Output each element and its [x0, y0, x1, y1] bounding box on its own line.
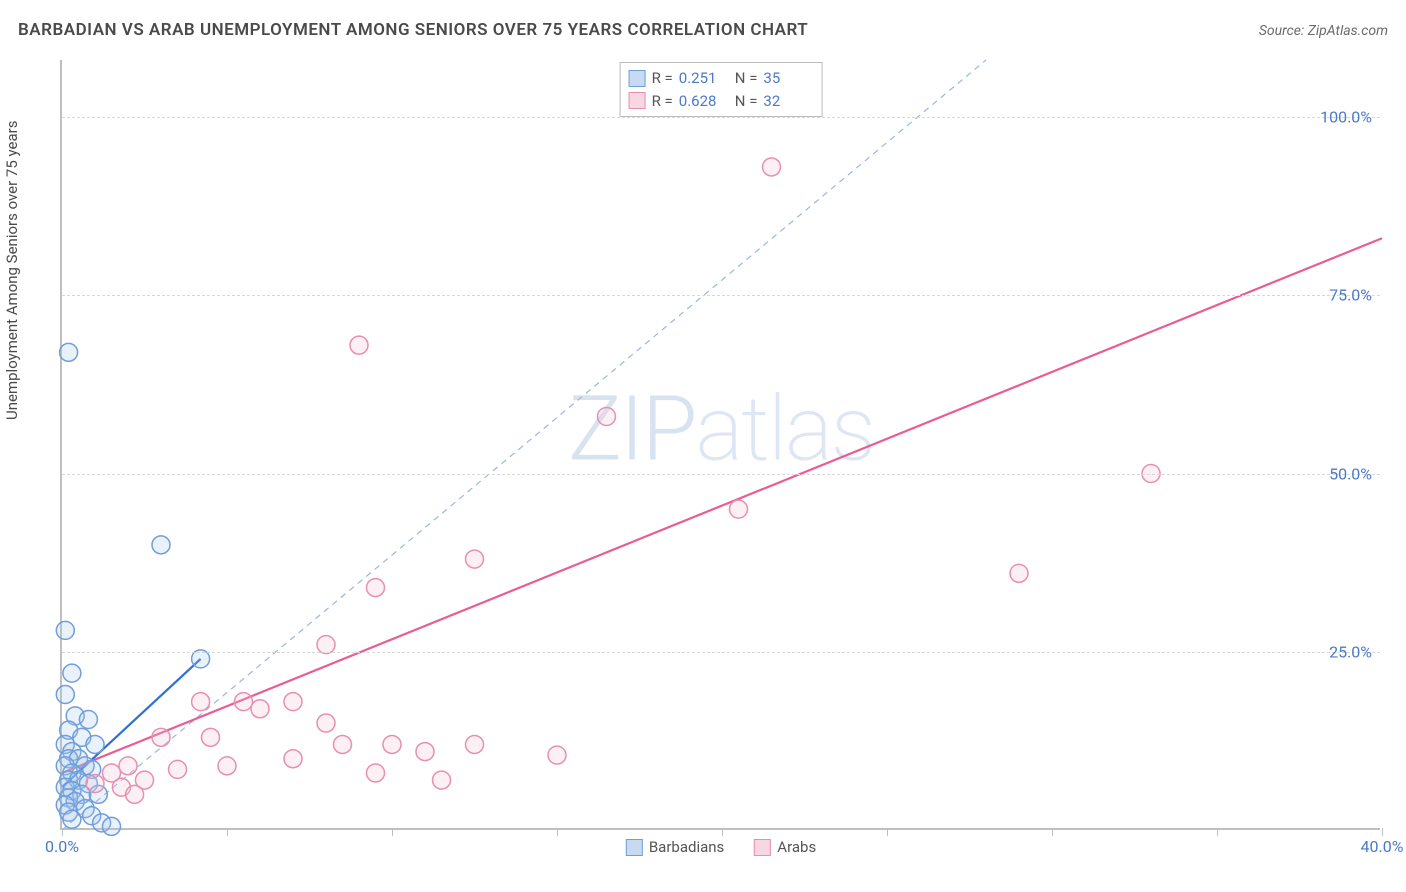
x-tick-label: 40.0%	[1361, 837, 1404, 856]
data-point	[730, 500, 748, 518]
data-point	[763, 158, 781, 176]
data-point	[56, 621, 74, 639]
data-point	[334, 735, 352, 753]
data-point	[60, 343, 78, 361]
data-point	[103, 817, 121, 835]
data-point	[350, 336, 368, 354]
x-tick	[557, 828, 558, 836]
x-tick	[1382, 828, 1383, 836]
swatch-barbadians-icon	[626, 839, 643, 856]
y-tick-label: 100.0%	[1320, 108, 1372, 127]
data-point	[152, 728, 170, 746]
x-tick	[1217, 828, 1218, 836]
data-point	[466, 550, 484, 568]
data-point	[1010, 564, 1028, 582]
data-point	[284, 750, 302, 768]
y-tick-label: 75.0%	[1329, 286, 1372, 305]
x-tick	[1052, 828, 1053, 836]
x-tick	[392, 828, 393, 836]
data-point	[367, 579, 385, 597]
data-point	[317, 714, 335, 732]
data-point	[79, 710, 97, 728]
data-point	[433, 771, 451, 789]
data-point	[56, 686, 74, 704]
gridline	[62, 117, 1380, 118]
data-point	[152, 536, 170, 554]
data-point	[119, 757, 137, 775]
scatter-svg	[62, 60, 1380, 828]
x-tick-label: 0.0%	[45, 837, 79, 856]
data-point	[86, 735, 104, 753]
data-point	[548, 746, 566, 764]
y-tick-label: 50.0%	[1329, 464, 1372, 483]
data-point	[86, 775, 104, 793]
chart-source: Source: ZipAtlas.com	[1259, 23, 1388, 39]
y-axis-label: Unemployment Among Seniors over 75 years	[3, 121, 21, 420]
x-tick	[887, 828, 888, 836]
legend-item-barbadians: Barbadians	[626, 838, 724, 856]
x-tick	[62, 828, 63, 836]
x-tick	[227, 828, 228, 836]
data-point	[169, 760, 187, 778]
data-point	[416, 743, 434, 761]
gridline	[62, 295, 1380, 296]
legend-item-arabs: Arabs	[754, 838, 816, 856]
chart-title: BARBADIAN VS ARAB UNEMPLOYMENT AMONG SEN…	[18, 20, 808, 40]
data-point	[63, 664, 81, 682]
chart-header: BARBADIAN VS ARAB UNEMPLOYMENT AMONG SEN…	[18, 20, 1388, 40]
data-point	[251, 700, 269, 718]
data-point	[202, 728, 220, 746]
data-point	[126, 785, 144, 803]
data-point	[466, 735, 484, 753]
swatch-arabs-icon	[754, 839, 771, 856]
data-point	[63, 810, 81, 828]
data-point	[235, 693, 253, 711]
data-point	[383, 735, 401, 753]
x-axis-legend: Barbadians Arabs	[626, 838, 816, 856]
data-point	[192, 693, 210, 711]
y-tick-label: 25.0%	[1329, 642, 1372, 661]
chart-plot-area: ZIPatlas R = 0.251 N = 35 R = 0.628 N = …	[60, 60, 1380, 830]
data-point	[284, 693, 302, 711]
x-tick	[722, 828, 723, 836]
data-point	[367, 764, 385, 782]
gridline	[62, 474, 1380, 475]
data-point	[598, 407, 616, 425]
data-point	[218, 757, 236, 775]
gridline	[62, 652, 1380, 653]
